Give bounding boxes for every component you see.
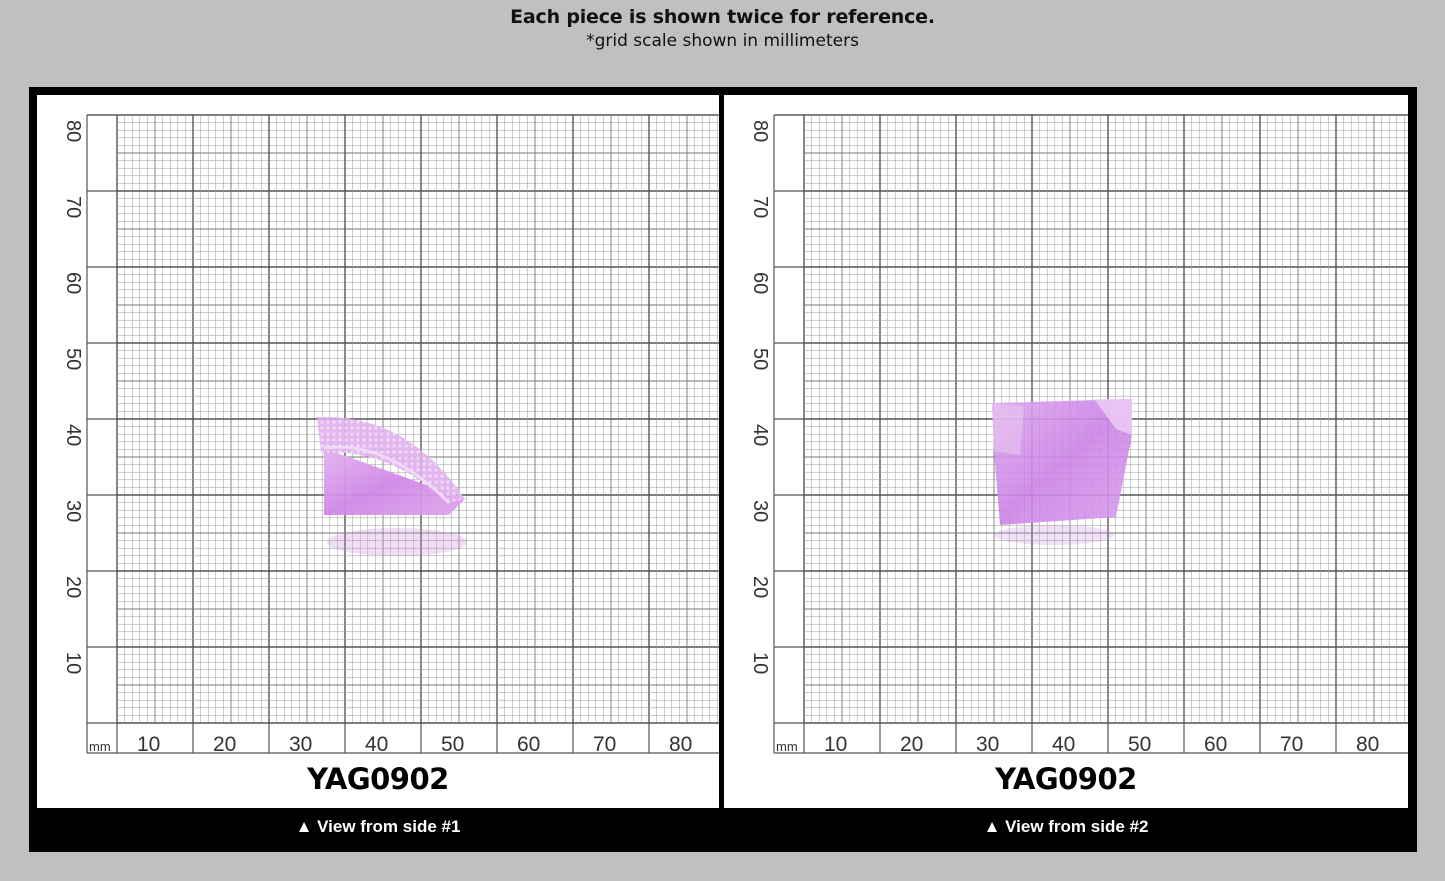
x-tick-label: 70 (1280, 733, 1303, 756)
photo-frame: mm 10 20 30 40 50 60 70 80 80 70 60 50 4… (29, 87, 1417, 852)
caption-side-1: ▲ View from side #1 (295, 817, 461, 836)
mm-grid (773, 114, 1408, 754)
gemstone-specimen (992, 399, 1132, 545)
grid-photo-side-2: mm 10 20 30 40 50 60 70 80 80 70 60 50 4… (749, 114, 1408, 756)
y-tick-label: 80 (62, 120, 84, 142)
header: Each piece is shown twice for reference.… (0, 4, 1445, 52)
x-tick-label: 20 (213, 733, 236, 756)
mm-grid (86, 114, 719, 754)
caption-side-2: ▲ View from side #2 (983, 817, 1149, 836)
y-tick-label: 20 (749, 576, 771, 598)
y-tick-label: 30 (749, 500, 771, 522)
y-tick-label: 50 (62, 348, 84, 370)
y-tick-label: 10 (62, 652, 84, 674)
x-tick-label: 10 (824, 733, 847, 756)
x-tick-label: 40 (365, 733, 388, 756)
x-tick-label: 60 (1204, 733, 1227, 756)
y-tick-label: 60 (62, 272, 84, 294)
y-tick-label: 50 (749, 348, 771, 370)
y-tick-label: 70 (749, 196, 771, 218)
grid-photo-side-1: mm 10 20 30 40 50 60 70 80 80 70 60 50 4… (62, 114, 719, 756)
specimen-label: YAG0902 (995, 762, 1137, 796)
y-tick-label: 80 (749, 120, 771, 142)
x-tick-label: 50 (1128, 733, 1151, 756)
y-tick-label: 70 (62, 196, 84, 218)
mm-unit-label: mm (89, 739, 111, 754)
mm-unit-label: mm (776, 739, 798, 754)
y-tick-label: 30 (62, 500, 84, 522)
x-tick-label: 70 (593, 733, 616, 756)
y-tick-label: 40 (62, 424, 84, 446)
y-tick-label: 20 (62, 576, 84, 598)
x-tick-label: 30 (976, 733, 999, 756)
x-tick-label: 30 (289, 733, 312, 756)
y-tick-label: 40 (749, 424, 771, 446)
x-tick-label: 80 (1356, 733, 1379, 756)
x-tick-label: 40 (1052, 733, 1075, 756)
x-tick-label: 20 (900, 733, 923, 756)
specimen-label: YAG0902 (307, 762, 449, 796)
photo-panel-side-2: mm 10 20 30 40 50 60 70 80 80 70 60 50 4… (724, 95, 1408, 808)
x-tick-label: 10 (137, 733, 160, 756)
x-tick-label: 50 (441, 733, 464, 756)
x-tick-label: 60 (517, 733, 540, 756)
y-tick-label: 60 (749, 272, 771, 294)
page-title: Each piece is shown twice for reference. (510, 6, 935, 28)
page-subtitle: *grid scale shown in millimeters (586, 31, 859, 51)
y-tick-label: 10 (749, 652, 771, 674)
gemstone-specimen (317, 416, 467, 556)
photo-panel-side-1: mm 10 20 30 40 50 60 70 80 80 70 60 50 4… (37, 95, 719, 808)
x-tick-label: 80 (669, 733, 692, 756)
